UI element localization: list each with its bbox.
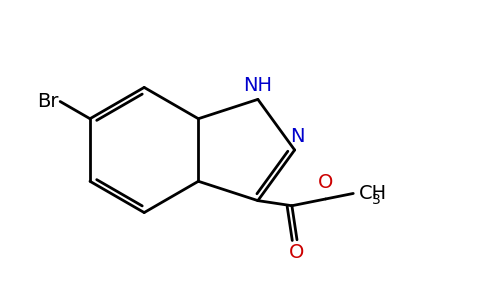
- Text: O: O: [289, 243, 305, 262]
- Text: O: O: [318, 172, 333, 192]
- Text: N: N: [290, 127, 305, 146]
- Text: CH: CH: [359, 184, 387, 203]
- Text: NH: NH: [243, 76, 272, 95]
- Text: 3: 3: [372, 193, 381, 207]
- Text: Br: Br: [37, 92, 59, 111]
